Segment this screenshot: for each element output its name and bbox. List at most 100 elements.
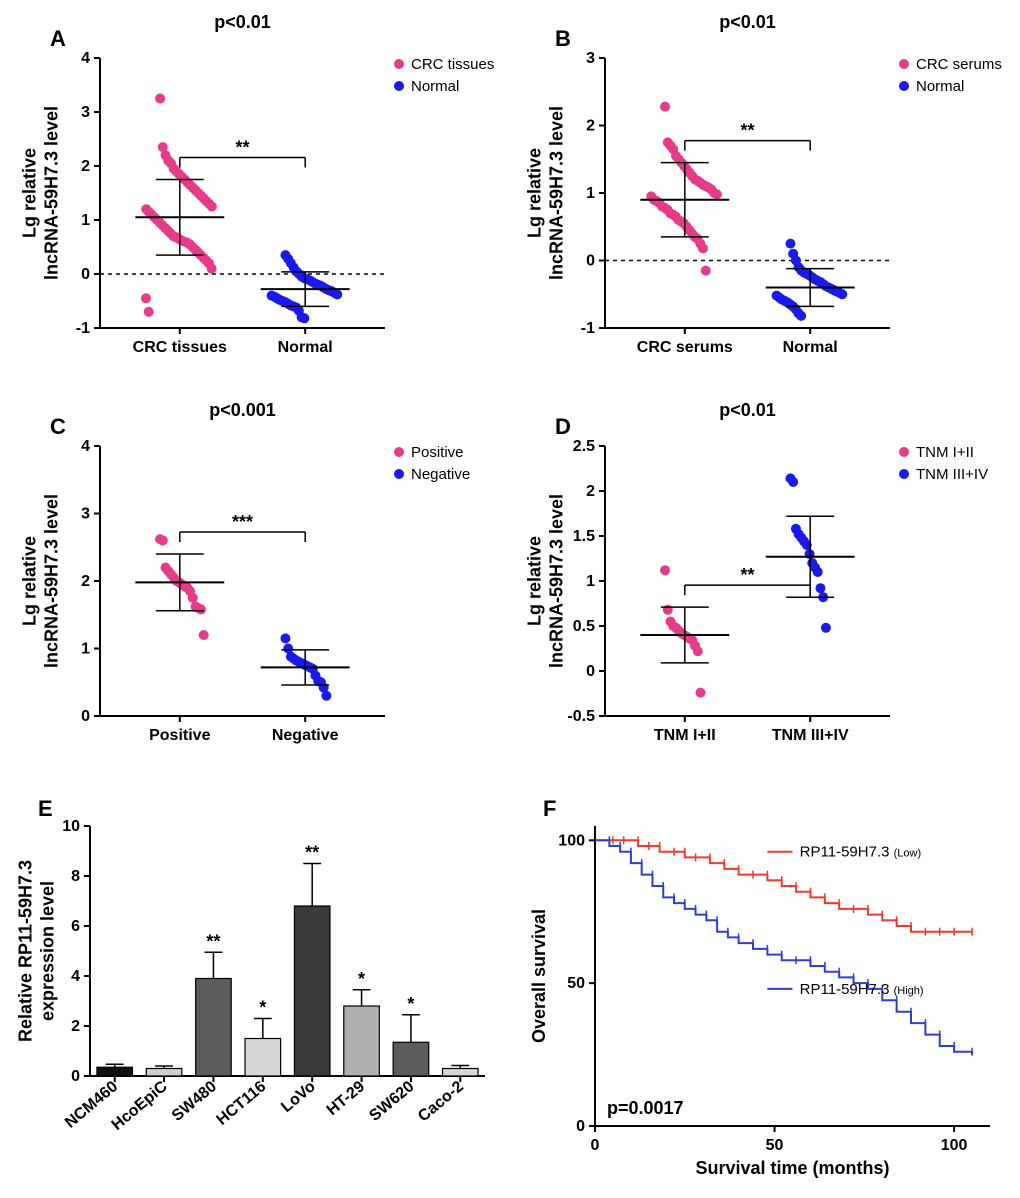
legend-marker xyxy=(394,81,404,91)
bar xyxy=(344,1006,380,1076)
scatter-point xyxy=(712,189,722,199)
bar-sig: ** xyxy=(206,931,220,951)
legend-label: Normal xyxy=(411,78,459,95)
y-tick-label: 1.5 xyxy=(573,528,595,545)
y-tick-label: 0 xyxy=(81,708,90,725)
scatter-point xyxy=(158,536,168,546)
y-tick-label: 0 xyxy=(71,1068,80,1085)
scatter-point xyxy=(663,605,673,615)
panel-label: F xyxy=(543,796,556,821)
pval-title: p<0.01 xyxy=(214,12,271,32)
panel-B: p<0.01B-10123Lg relativelncRNA-59H7.3 le… xyxy=(515,10,1010,380)
x-tick-label: Normal xyxy=(783,339,838,356)
y-tick-label: -0.5 xyxy=(567,708,595,725)
panel-label: C xyxy=(50,414,66,439)
scatter-point xyxy=(815,583,825,593)
scatter-point xyxy=(144,307,154,317)
x-axis-label: Survival time (months) xyxy=(695,1158,889,1178)
x-tick-label: 0 xyxy=(591,1137,600,1154)
scatter-point xyxy=(701,266,711,276)
y-tick-label: 0 xyxy=(81,266,90,283)
y-tick-label: 0 xyxy=(576,1118,585,1135)
scatter-point xyxy=(696,688,706,698)
y-tick-label: 1 xyxy=(586,185,595,202)
bar xyxy=(146,1069,182,1077)
y-tick-label: -1 xyxy=(76,320,90,337)
y-tick-label: 2.5 xyxy=(573,438,595,455)
y-tick-label: 2 xyxy=(586,483,595,500)
x-tick-label: SW620 xyxy=(366,1078,417,1125)
x-tick-label: TNM III+IV xyxy=(772,727,849,744)
y-tick-label: 1 xyxy=(586,573,595,590)
panel-A: p<0.01A-101234Lg relativelncRNA-59H7.3 l… xyxy=(10,10,505,380)
x-tick-label: CRC serums xyxy=(637,339,733,356)
y-tick-label: 2 xyxy=(71,1018,80,1035)
scatter-point xyxy=(796,311,806,321)
legend-marker xyxy=(899,81,909,91)
legend-marker xyxy=(899,447,909,457)
bar xyxy=(393,1042,429,1076)
scatter-point xyxy=(199,630,209,640)
pval-title: p<0.001 xyxy=(209,400,276,420)
y-tick-label: 2 xyxy=(81,573,90,590)
legend-label: CRC tissues xyxy=(411,56,494,73)
scatter-point xyxy=(813,567,823,577)
scatter-point xyxy=(788,477,798,487)
y-tick-label: 0 xyxy=(586,663,595,680)
x-tick-label: LoVo xyxy=(278,1078,319,1116)
scatter-point xyxy=(660,102,670,112)
y-tick-label: 6 xyxy=(71,918,80,935)
bar-sig: ** xyxy=(305,843,319,863)
bar xyxy=(196,979,232,1077)
scatter-point xyxy=(837,289,847,299)
legend-label: Negative xyxy=(411,466,470,483)
legend-high: RP11-59H7.3 (High) xyxy=(800,981,924,998)
y-tick-label: 10 xyxy=(62,818,80,835)
y-tick-label: 2 xyxy=(81,158,90,175)
scatter-point xyxy=(207,202,217,212)
pval-text: p=0.0017 xyxy=(607,1098,684,1118)
panel-E: E0246810Relative RP11-59H7.3expression l… xyxy=(10,786,505,1186)
pval-title: p<0.01 xyxy=(719,12,776,32)
scatter-point xyxy=(321,691,331,701)
y-tick-label: 0 xyxy=(586,253,595,270)
figure-grid: p<0.01A-101234Lg relativelncRNA-59H7.3 l… xyxy=(10,10,1010,1186)
bar xyxy=(245,1039,281,1077)
panel-label: D xyxy=(555,414,571,439)
legend-marker xyxy=(899,469,909,479)
x-tick-label: TNM I+II xyxy=(654,727,716,744)
legend-label: TNM III+IV xyxy=(916,466,988,483)
legend-marker xyxy=(394,469,404,479)
legend-low: RP11-59H7.3 (Low) xyxy=(800,844,921,861)
bar xyxy=(294,906,330,1076)
x-tick-label: CRC tissues xyxy=(133,339,227,356)
y-axis-label: Lg relativelncRNA-59H7.3 level xyxy=(20,106,62,280)
sig-label: ** xyxy=(740,121,754,141)
x-tick-label: SW480 xyxy=(169,1078,220,1125)
bar-sig: * xyxy=(259,998,266,1018)
scatter-point xyxy=(141,293,151,303)
legend-label: TNM I+II xyxy=(916,444,974,461)
y-tick-label: 0.5 xyxy=(573,618,595,635)
scatter-point xyxy=(207,264,217,274)
y-tick-label: 3 xyxy=(81,506,90,523)
sig-label: *** xyxy=(232,512,253,532)
x-tick-label: HT-29 xyxy=(324,1078,368,1119)
x-tick-label: 50 xyxy=(766,1137,784,1154)
panel-label: E xyxy=(38,796,53,821)
km-curve-high xyxy=(595,840,972,1054)
legend-marker xyxy=(899,59,909,69)
scatter-point xyxy=(660,565,670,575)
scatter-point xyxy=(196,604,206,614)
pval-title: p<0.01 xyxy=(719,400,776,420)
x-tick-label: Positive xyxy=(149,727,210,744)
scatter-point xyxy=(785,239,795,249)
y-tick-label: 3 xyxy=(81,104,90,121)
x-tick-label: Caco-2 xyxy=(415,1078,467,1125)
scatter-point xyxy=(188,593,198,603)
scatter-point xyxy=(821,623,831,633)
scatter-point xyxy=(299,313,309,323)
scatter-point xyxy=(155,94,165,104)
y-tick-label: 8 xyxy=(71,868,80,885)
sig-label: ** xyxy=(235,138,249,158)
